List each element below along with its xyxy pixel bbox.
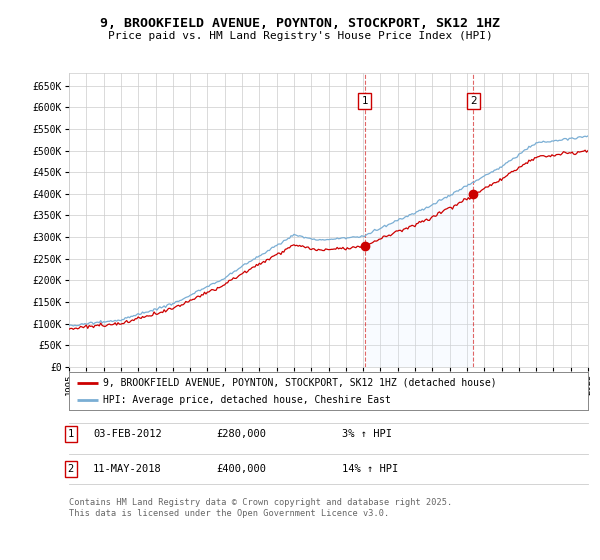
Text: HPI: Average price, detached house, Cheshire East: HPI: Average price, detached house, Ches…	[103, 395, 391, 405]
Text: 2: 2	[470, 96, 476, 106]
Text: 9, BROOKFIELD AVENUE, POYNTON, STOCKPORT, SK12 1HZ: 9, BROOKFIELD AVENUE, POYNTON, STOCKPORT…	[100, 17, 500, 30]
Text: Price paid vs. HM Land Registry's House Price Index (HPI): Price paid vs. HM Land Registry's House …	[107, 31, 493, 41]
Text: £400,000: £400,000	[216, 464, 266, 474]
Text: £280,000: £280,000	[216, 429, 266, 439]
Text: 03-FEB-2012: 03-FEB-2012	[93, 429, 162, 439]
Text: 1: 1	[361, 96, 368, 106]
Text: 1: 1	[68, 429, 74, 439]
Text: 11-MAY-2018: 11-MAY-2018	[93, 464, 162, 474]
Text: Contains HM Land Registry data © Crown copyright and database right 2025.
This d: Contains HM Land Registry data © Crown c…	[69, 498, 452, 518]
Text: 2: 2	[68, 464, 74, 474]
Text: 3% ↑ HPI: 3% ↑ HPI	[342, 429, 392, 439]
Text: 9, BROOKFIELD AVENUE, POYNTON, STOCKPORT, SK12 1HZ (detached house): 9, BROOKFIELD AVENUE, POYNTON, STOCKPORT…	[103, 377, 496, 388]
Text: 14% ↑ HPI: 14% ↑ HPI	[342, 464, 398, 474]
